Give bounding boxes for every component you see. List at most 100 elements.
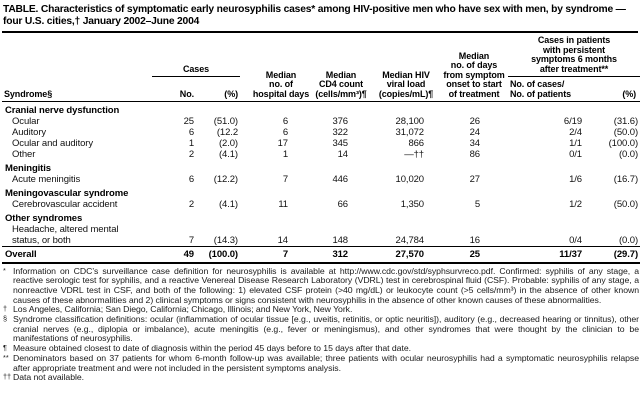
cell-persistent-pct: (16.7)	[613, 173, 639, 185]
col-header-hospital-days: Median no. of hospital days	[252, 69, 310, 99]
cell-persistent-ratio: 0/4	[569, 234, 582, 246]
cell-days-to-treatment: 24	[469, 126, 480, 138]
cell-viral-load: 24,784	[395, 234, 425, 246]
cell-persistent-pct: (0.0)	[618, 234, 639, 246]
title-rule	[2, 31, 638, 33]
footnote-marker: ††	[3, 372, 12, 382]
cell-cases-no: 6	[188, 173, 194, 185]
cell-days-to-treatment: 86	[469, 148, 480, 160]
cell-syndrome-label: Cerebrovascular accident	[12, 198, 118, 210]
cell-cases-pct: (4.1)	[218, 198, 238, 210]
cell-cases-no: 25	[183, 115, 194, 127]
syndrome-group-label: Meningitis	[5, 162, 51, 174]
header-row-groups: Syndrome§ Cases Median no. of hospital d…	[2, 33, 640, 99]
syndrome-group-row: Meningitis	[2, 160, 640, 174]
header-row-sub: No. (%) No. of cases/ No. of patients (%…	[2, 77, 640, 101]
cell-persistent-ratio: 1/2	[569, 198, 582, 210]
cell-persistent-pct: (31.6)	[613, 115, 639, 127]
cell-hospital-days: 17	[277, 137, 288, 149]
footnote-text: Syndrome classification definitions: ocu…	[13, 314, 639, 344]
cell-days-to-treatment: 25	[469, 248, 480, 260]
cell-hospital-days: 7	[282, 248, 288, 260]
cell-syndrome-label: Ocular	[12, 115, 40, 127]
footnotes: * Information on CDC’s surveillance case …	[3, 265, 639, 383]
cell-viral-load: 866	[408, 137, 424, 149]
table-header: Syndrome§ Cases Median no. of hospital d…	[2, 33, 640, 102]
cell-hospital-days: 14	[277, 234, 288, 246]
col-header-persistent-group: Cases in patients with persistent sympto…	[508, 33, 640, 78]
cell-viral-load: —††	[404, 148, 424, 160]
overall-row: Overall 49 (100.0) 7 312 27,570 25 11/37 (29.7)	[2, 246, 640, 263]
cell-cases-pct: (100.0)	[208, 248, 239, 260]
cell-persistent-pct: (50.0)	[613, 198, 639, 210]
footnote: § Syndrome classification definitions: oc…	[3, 314, 639, 344]
cell-cd4-count: 66	[337, 198, 348, 210]
cell-hospital-days: 11	[278, 198, 288, 210]
footnote: ** Denominators based on 37 patients for …	[3, 352, 639, 373]
footnote-marker: †	[3, 304, 8, 314]
table-row: Ocular 25 (51.0) 6 376 28,100 26 6/19 (31.6)	[2, 116, 640, 127]
cell-cases-pct: (12.2)	[213, 173, 238, 185]
syndrome-group-label: Cranial nerve dysfunction	[5, 104, 120, 116]
col-header-cases-group: Cases	[152, 33, 240, 78]
col-header-syndrome: Syndrome§	[4, 88, 53, 99]
cell-cases-no: 2	[188, 148, 194, 160]
col-header-cases-pct: (%)	[224, 88, 238, 99]
footnote: †† Data not available.	[3, 372, 636, 383]
cell-syndrome-label: Auditory	[12, 126, 47, 138]
cell-hospital-days: 6	[282, 115, 288, 127]
footnote: * Information on CDC’s surveillance case …	[3, 265, 639, 306]
table-title: TABLE. Characteristics of symptomatic ea…	[3, 4, 626, 27]
cell-cd4-count: 322	[332, 126, 348, 138]
cell-days-to-treatment: 27	[469, 173, 480, 185]
syndrome-group-row: Other syndromes	[2, 210, 640, 224]
cell-cases-no: 1	[188, 137, 194, 149]
cell-viral-load: 10,020	[395, 173, 425, 185]
cell-syndrome-label: Headache, altered mental status, or both	[12, 223, 119, 246]
footnote-marker: *	[3, 265, 6, 275]
cell-cd4-count: 376	[332, 115, 348, 127]
cell-hospital-days: 6	[282, 126, 288, 138]
table-row: Other 2 (4.1) 1 14 —†† 86 0/1 (0.0)	[2, 149, 640, 160]
footnote-text: Data not available.	[13, 372, 85, 383]
table-row: Cerebrovascular accident 2 (4.1) 11 66 1,350 5…	[2, 199, 640, 210]
cell-persistent-ratio: 1/6	[569, 173, 582, 185]
cell-viral-load: 28,100	[395, 115, 425, 127]
cell-viral-load: 1,350	[400, 198, 424, 210]
cell-cases-no: 6	[188, 126, 194, 138]
footnote-text: Information on CDC’s surveillance case d…	[13, 265, 639, 305]
footnote-marker: §	[3, 314, 8, 324]
cell-persistent-ratio: 2/4	[569, 126, 582, 138]
table-row: Headache, altered mental status, or both…	[2, 224, 640, 247]
table-row: Ocular and auditory 1 (2.0) 17 345 866 34 1/1 (1…	[2, 138, 640, 149]
cell-cases-pct: (4.1)	[218, 148, 238, 160]
syndrome-group-label: Other syndromes	[5, 212, 83, 224]
cell-cd4-count: 312	[332, 248, 348, 260]
cell-syndrome-label: Overall	[5, 248, 37, 260]
col-header-viral-load: Median HIV viral load (copies/mL)¶	[378, 69, 434, 99]
col-header-persistent-ratio: No. of cases/ No. of patients	[510, 79, 571, 99]
cell-persistent-ratio: 11/37	[559, 248, 582, 260]
cell-persistent-ratio: 1/1	[569, 137, 582, 149]
cell-cases-no: 7	[188, 234, 194, 246]
cell-days-to-treatment: 16	[469, 234, 480, 246]
col-header-persistent-pct: (%)	[622, 88, 637, 99]
cell-cases-pct: (2.0)	[218, 137, 238, 149]
cell-syndrome-label: Other	[12, 148, 36, 160]
cell-days-to-treatment: 5	[474, 198, 480, 210]
footnote-text: Denominators based on 37 patients for wh…	[13, 352, 639, 373]
footnote: † Los Angeles, California; San Diego, Cal…	[3, 304, 636, 315]
cell-viral-load: 27,570	[395, 248, 425, 260]
cell-persistent-ratio: 0/1	[569, 148, 582, 160]
cell-cases-pct: (51.0)	[213, 115, 238, 127]
cell-days-to-treatment: 26	[469, 115, 480, 127]
cell-cd4-count: 345	[332, 137, 348, 149]
cell-hospital-days: 7	[282, 173, 288, 185]
cell-viral-load: 31,072	[395, 126, 425, 138]
footnote-text: Los Angeles, California; San Diego, Cali…	[13, 304, 353, 315]
footnote-marker: **	[3, 352, 9, 362]
cell-cd4-count: 446	[332, 173, 348, 185]
footnote-marker: ¶	[3, 343, 7, 353]
syndrome-table: Syndrome§ Cases Median no. of hospital d…	[2, 33, 640, 264]
col-header-days-to-treatment: Median no. of days from symptom onset to…	[443, 50, 505, 99]
